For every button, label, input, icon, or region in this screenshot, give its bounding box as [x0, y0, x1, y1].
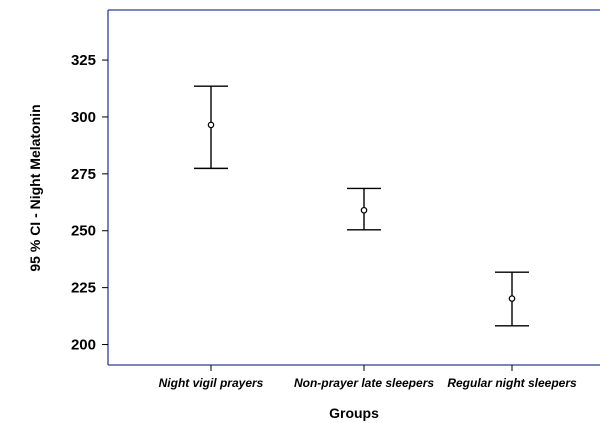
y-tick-label-325: 325	[71, 52, 96, 69]
y-axis-title: 95 % CI - Night Melatonin	[27, 104, 43, 271]
x-tick-label-regular-night-sleepers: Regular night sleepers	[447, 376, 577, 390]
y-tick-label-250: 250	[71, 223, 96, 240]
y-tick-label-200: 200	[71, 337, 96, 354]
mean-point-night-vigil-prayers	[207, 121, 215, 129]
y-tick-label-300: 300	[71, 109, 96, 126]
x-axis: Night vigil prayers Non-prayer late sleep…	[159, 365, 577, 390]
x-tick-label-non-prayer-late-sleepers: Non-prayer late sleepers	[294, 376, 434, 390]
y-tick-label-225: 225	[71, 280, 96, 297]
x-axis-title: Groups	[329, 405, 379, 421]
y-axis: 200 225 250 275 300 325	[71, 52, 108, 354]
mean-point-non-prayer-late-sleepers	[360, 206, 368, 214]
plot-frame-group	[107, 9, 600, 366]
mean-point-regular-night-sleepers	[508, 295, 516, 302]
error-bars	[194, 85, 529, 327]
y-tick-label-275: 275	[71, 166, 96, 183]
x-tick-label-night-vigil-prayers: Night vigil prayers	[159, 376, 264, 390]
